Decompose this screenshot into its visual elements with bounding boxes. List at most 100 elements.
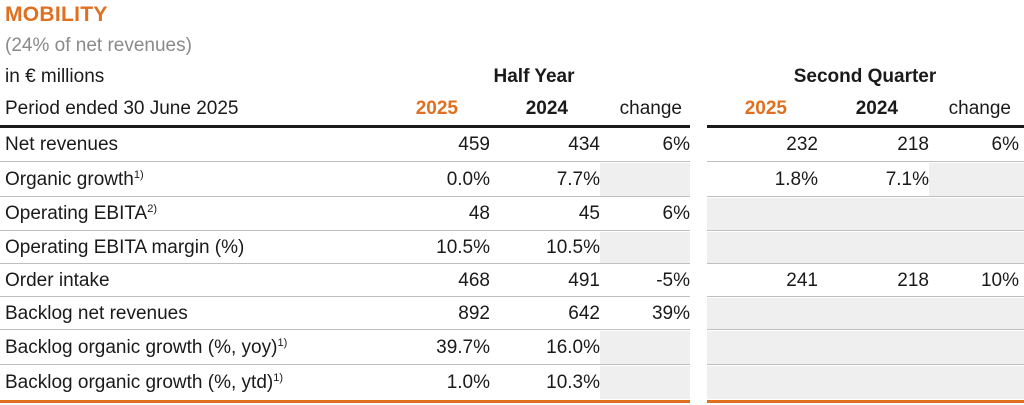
unit-label: in € millions xyxy=(5,66,105,87)
cell-h25: 48 xyxy=(468,203,490,224)
table-row: Organic growth1) 0.0% 7.7% 1.8% 7.1% xyxy=(0,162,1024,197)
cell-q25: 232 xyxy=(786,134,818,155)
empty-cell-shade xyxy=(600,366,690,399)
row-label-text: Net revenues xyxy=(5,134,119,155)
empty-cell-shade xyxy=(929,198,1024,230)
table-row: Order intake 468 491 -5% 241 218 10% xyxy=(0,264,1024,297)
empty-cell-shade xyxy=(818,198,929,230)
cell-qchg: 6% xyxy=(991,134,1019,155)
empty-cell-shade xyxy=(707,232,818,263)
cell-h25: 10.5% xyxy=(436,237,490,258)
empty-cell-shade xyxy=(929,163,1024,196)
row-label-text: Backlog net revenues xyxy=(5,303,188,324)
cell-h25: 892 xyxy=(458,303,490,324)
empty-cell-shade xyxy=(929,232,1024,263)
empty-cell-shade xyxy=(929,366,1024,399)
header-rule-left xyxy=(0,125,690,128)
table-row: Operating EBITA margin (%) 10.5% 10.5% xyxy=(0,231,1024,264)
row-divider xyxy=(0,230,690,231)
table-row: Backlog organic growth (%, ytd)1) 1.0% 10.… xyxy=(0,365,1024,400)
footnote-marker: 1) xyxy=(133,169,144,181)
cell-h24: 434 xyxy=(568,134,600,155)
cell-h24: 10.5% xyxy=(546,237,600,258)
table-row: Backlog net revenues 892 642 39% xyxy=(0,297,1024,330)
cell-h24: 10.3% xyxy=(546,372,600,393)
empty-cell-shade xyxy=(818,366,929,399)
row-label-text: Order intake xyxy=(5,270,110,291)
table-row: Net revenues 459 434 6% 232 218 6% xyxy=(0,128,1024,162)
footer-rule-left xyxy=(0,400,690,403)
empty-cell-shade xyxy=(929,331,1024,364)
empty-cell-shade xyxy=(600,232,690,263)
col-header-half-2025: 2025 xyxy=(415,98,458,119)
cell-h24: 491 xyxy=(568,270,600,291)
row-divider xyxy=(707,196,1024,197)
row-label: Backlog net revenues xyxy=(5,303,188,325)
cell-hchg: 39% xyxy=(651,303,690,324)
cell-h24: 45 xyxy=(578,203,600,224)
cell-hchg: 6% xyxy=(662,134,690,155)
row-divider xyxy=(0,296,690,297)
row-divider xyxy=(0,364,690,365)
cell-hchg: 6% xyxy=(662,203,690,224)
empty-cell-shade xyxy=(707,298,818,329)
empty-cell-shade xyxy=(929,298,1024,329)
row-divider xyxy=(0,196,690,197)
cell-h24: 16.0% xyxy=(546,337,600,358)
row-label: Backlog organic growth (%, ytd)1) xyxy=(5,372,283,394)
table-row: Operating EBITA2) 48 45 6% xyxy=(0,197,1024,231)
col-header-half-2024: 2024 xyxy=(525,98,568,119)
footer-rule-right xyxy=(707,400,1024,403)
cell-q24: 218 xyxy=(897,134,929,155)
row-label-text: Operating EBITA xyxy=(5,203,148,224)
cell-h25: 468 xyxy=(458,270,490,291)
row-label: Backlog organic growth (%, yoy)1) xyxy=(5,337,287,359)
col-header-q-2025: 2025 xyxy=(744,98,787,119)
empty-cell-shade xyxy=(707,198,818,230)
row-divider xyxy=(707,230,1024,231)
cell-q25: 1.8% xyxy=(774,169,818,190)
row-label: Order intake xyxy=(5,270,110,292)
row-label: Net revenues xyxy=(5,134,118,156)
empty-cell-shade xyxy=(818,331,929,364)
period-label: Period ended 30 June 2025 xyxy=(5,98,239,119)
row-label: Operating EBITA margin (%) xyxy=(5,237,244,259)
row-divider xyxy=(0,263,690,264)
col-header-q-change: change xyxy=(948,98,1011,119)
cell-h24: 7.7% xyxy=(556,169,600,190)
empty-cell-shade xyxy=(818,232,929,263)
row-label-text: Backlog organic growth (%, ytd) xyxy=(5,372,274,393)
cell-q25: 241 xyxy=(786,270,818,291)
cell-q24: 7.1% xyxy=(885,169,929,190)
footnote-marker: 1) xyxy=(277,337,288,349)
row-divider xyxy=(707,364,1024,365)
empty-cell-shade xyxy=(707,366,818,399)
row-label: Organic growth1) xyxy=(5,169,144,191)
row-label-text: Backlog organic growth (%, yoy) xyxy=(5,337,278,358)
row-divider xyxy=(707,161,1024,162)
row-divider xyxy=(707,263,1024,264)
empty-cell-shade xyxy=(600,163,690,196)
row-divider xyxy=(707,329,1024,330)
group-header-second-quarter: Second Quarter xyxy=(793,66,937,87)
table-row: Backlog organic growth (%, yoy)1) 39.7% 16… xyxy=(0,330,1024,365)
cell-h25: 0.0% xyxy=(446,169,490,190)
group-header-half-year: Half Year xyxy=(493,66,575,87)
cell-hchg: -5% xyxy=(656,270,690,291)
col-header-half-change: change xyxy=(619,98,682,119)
cell-h25: 1.0% xyxy=(446,372,490,393)
row-divider xyxy=(0,329,690,330)
cell-qchg: 10% xyxy=(980,270,1019,291)
row-label: Operating EBITA2) xyxy=(5,203,157,225)
cell-h25: 39.7% xyxy=(436,337,490,358)
col-header-q-2024: 2024 xyxy=(855,98,898,119)
cell-q24: 218 xyxy=(897,270,929,291)
row-divider xyxy=(707,296,1024,297)
empty-cell-shade xyxy=(600,331,690,364)
section-subtitle: (24% of net revenues) xyxy=(5,35,192,56)
row-label-text: Organic growth xyxy=(5,169,134,190)
row-divider xyxy=(0,161,690,162)
row-label-text: Operating EBITA margin (%) xyxy=(5,237,245,258)
footnote-marker: 1) xyxy=(273,372,284,384)
empty-cell-shade xyxy=(818,298,929,329)
